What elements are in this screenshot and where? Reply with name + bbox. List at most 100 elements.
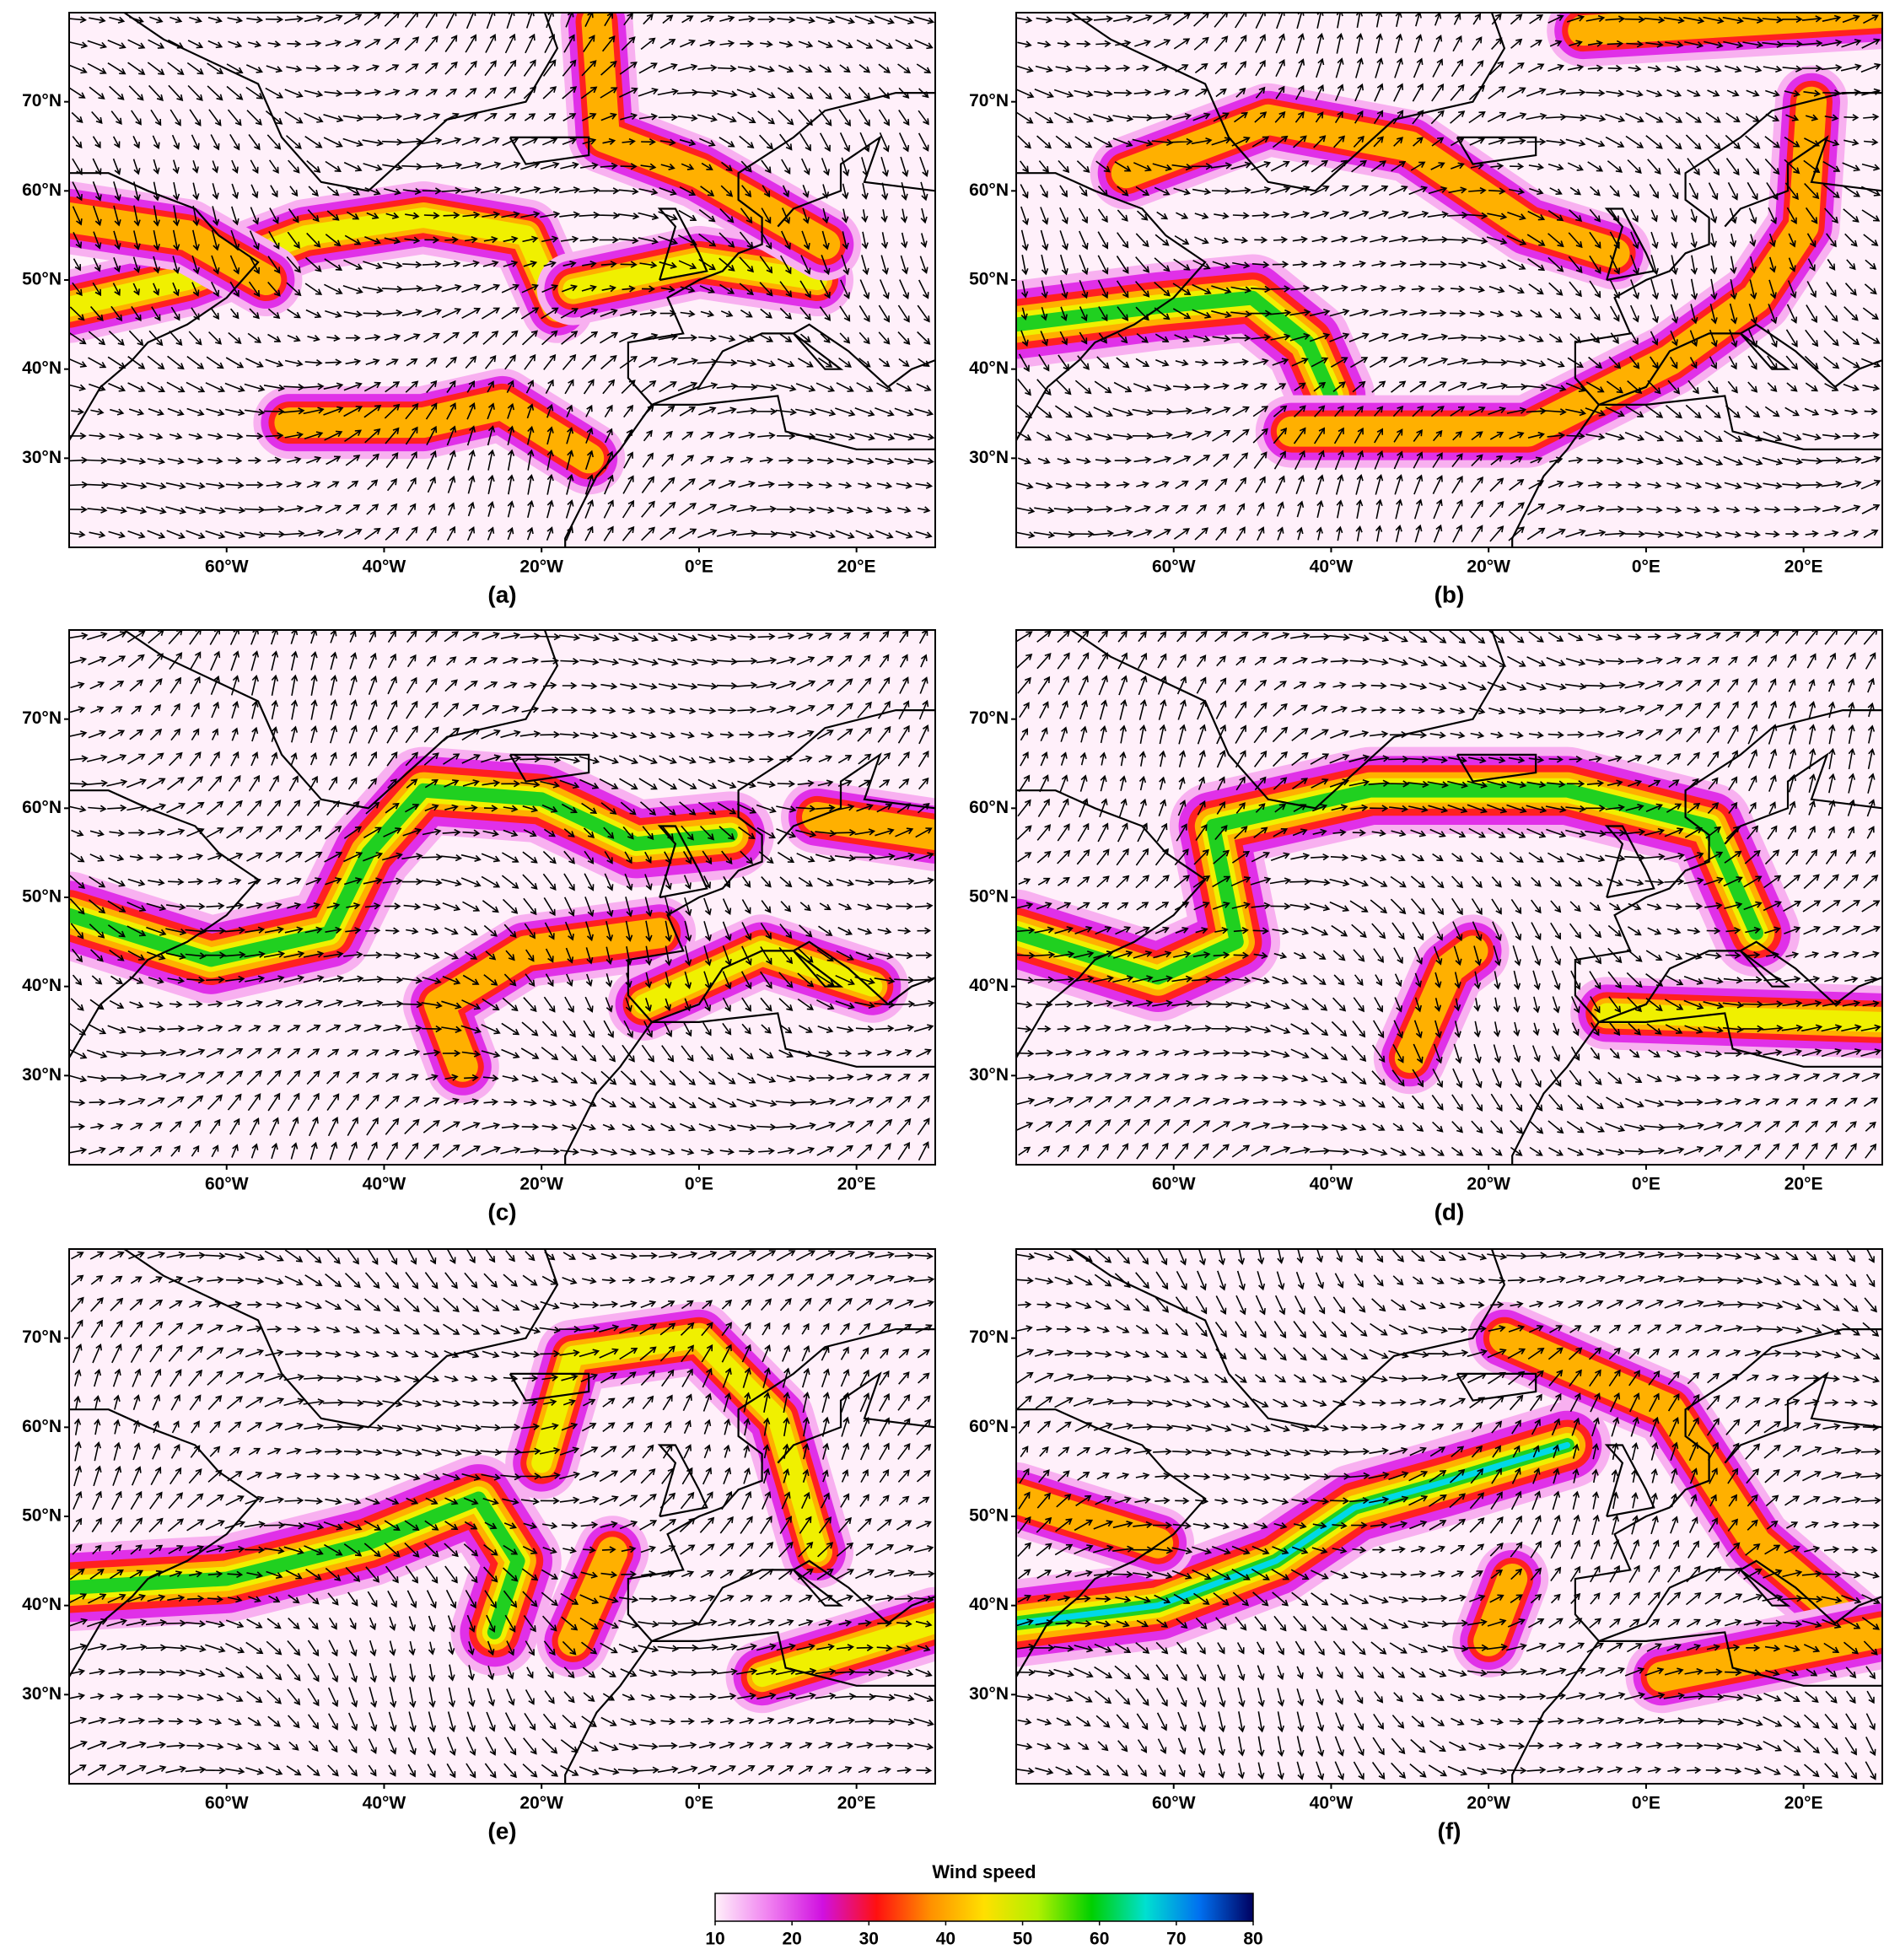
map-panel: 60°W 40°W 20°W 0°E 20°E 30°N 40°N 50°N 60°N 70°N (… bbox=[22, 12, 936, 607]
y-tick-label: 70°N bbox=[22, 708, 62, 728]
y-tick-label: 50°N bbox=[969, 1506, 1009, 1526]
coastline bbox=[1598, 1631, 1882, 1687]
y-tick-label: 40°N bbox=[969, 358, 1009, 378]
coastline bbox=[1456, 136, 1537, 165]
jet-band bbox=[562, 251, 827, 299]
wind-arrows bbox=[69, 13, 935, 541]
coastline bbox=[651, 395, 935, 450]
y-tick-label: 30°N bbox=[22, 1065, 62, 1085]
map-background bbox=[69, 630, 935, 1165]
x-tick-label: 20°W bbox=[1467, 557, 1510, 577]
x-tick-label: 40°W bbox=[1310, 557, 1354, 577]
jet-band bbox=[581, 13, 841, 260]
jet-band bbox=[802, 801, 935, 850]
y-tick-label: 40°N bbox=[22, 358, 62, 378]
colorbar-tick-label: 10 bbox=[705, 1930, 724, 1949]
y-tick-label: 60°N bbox=[22, 798, 62, 817]
coastline bbox=[657, 825, 708, 899]
x-tick-label: 60°W bbox=[1152, 1794, 1196, 1813]
map-panel: 60°W 40°W 20°W 0°E 20°E 30°N 40°N 50°N 60°N 70°N (… bbox=[969, 629, 1883, 1225]
y-tick-label: 60°N bbox=[969, 1417, 1009, 1436]
wind-arrows bbox=[1016, 1249, 1882, 1781]
coastline bbox=[1070, 1249, 1506, 1429]
map-area bbox=[69, 13, 935, 547]
x-tick-label: 40°W bbox=[363, 1175, 406, 1194]
x-tick-label: 60°W bbox=[1152, 557, 1196, 577]
coastline bbox=[1511, 1021, 1600, 1165]
y-tick-label: 70°N bbox=[969, 1327, 1009, 1347]
panel-label: (c) bbox=[487, 1198, 516, 1225]
y-tick-label: 40°N bbox=[22, 976, 62, 995]
map-panel: 60°W 40°W 20°W 0°E 20°E 30°N 40°N 50°N 60°N 70°N (… bbox=[969, 12, 1883, 607]
y-tick-label: 40°N bbox=[969, 1595, 1009, 1614]
coastline bbox=[651, 1631, 935, 1687]
colorbar-title: Wind speed bbox=[932, 1861, 1036, 1882]
y-tick-label: 50°N bbox=[969, 887, 1009, 907]
y-tick-label: 60°N bbox=[22, 180, 62, 200]
coastline bbox=[1598, 395, 1882, 450]
y-tick-label: 40°N bbox=[969, 976, 1009, 995]
coastline bbox=[1574, 1328, 1882, 1642]
x-tick-label: 20°W bbox=[519, 1794, 563, 1813]
coastline bbox=[777, 135, 935, 228]
coastline bbox=[777, 1371, 935, 1464]
coastline bbox=[1724, 752, 1882, 845]
coastline bbox=[123, 630, 559, 810]
panel-label: (a) bbox=[487, 581, 516, 607]
x-tick-label: 0°E bbox=[1632, 557, 1660, 577]
y-tick-label: 70°N bbox=[969, 91, 1009, 110]
wind-arrows bbox=[1016, 630, 1882, 1160]
x-tick-label: 0°E bbox=[685, 1175, 713, 1194]
jet-band bbox=[69, 207, 568, 317]
coastline bbox=[509, 753, 590, 783]
colorbar bbox=[714, 1893, 1254, 1922]
coastline bbox=[1016, 172, 1207, 441]
x-tick-label: 20°W bbox=[1467, 1794, 1510, 1813]
jet-band bbox=[1394, 935, 1488, 1074]
y-tick-label: 30°N bbox=[969, 1065, 1009, 1085]
coastline bbox=[69, 172, 260, 441]
y-tick-label: 70°N bbox=[22, 1327, 62, 1347]
x-tick-label: 0°E bbox=[685, 557, 713, 577]
coastline bbox=[1456, 1372, 1537, 1402]
coastline bbox=[1574, 92, 1882, 406]
map-panel: 60°W 40°W 20°W 0°E 20°E 30°N 40°N 50°N 60°N 70°N (… bbox=[969, 1248, 1883, 1844]
x-tick-label: 20°W bbox=[519, 1175, 563, 1194]
x-tick-label: 20°W bbox=[1467, 1175, 1510, 1194]
jet-band bbox=[1568, 13, 1882, 46]
x-tick-label: 60°W bbox=[205, 1794, 249, 1813]
coastline bbox=[657, 1444, 708, 1518]
x-tick-label: 20°E bbox=[1784, 1175, 1823, 1194]
y-tick-label: 30°N bbox=[22, 1684, 62, 1704]
jet-band bbox=[1016, 290, 1338, 403]
coastline bbox=[564, 404, 653, 547]
y-tick-label: 50°N bbox=[22, 887, 62, 907]
colorbar-tick-label: 60 bbox=[1090, 1930, 1109, 1949]
coastline bbox=[123, 1249, 559, 1429]
panel-label: (e) bbox=[487, 1817, 516, 1844]
x-tick-label: 60°W bbox=[1152, 1175, 1196, 1194]
coastline bbox=[564, 1021, 653, 1165]
jet-band bbox=[423, 918, 675, 1082]
map-panel: 60°W 40°W 20°W 0°E 20°E 30°N 40°N 50°N 60°N 70°N (… bbox=[22, 1248, 936, 1844]
wind-arrows bbox=[69, 630, 935, 1161]
x-tick-label: 40°W bbox=[1310, 1794, 1354, 1813]
x-tick-label: 20°E bbox=[1784, 1794, 1823, 1813]
map-area bbox=[1016, 630, 1882, 1165]
x-tick-label: 40°W bbox=[363, 1794, 406, 1813]
coastline bbox=[1511, 404, 1600, 547]
coastline bbox=[69, 1408, 260, 1677]
jet-band bbox=[557, 1537, 628, 1656]
x-tick-label: 0°E bbox=[1632, 1175, 1660, 1194]
coastline bbox=[1598, 1012, 1882, 1068]
jet-band bbox=[1016, 1441, 1571, 1627]
jet-band bbox=[274, 389, 605, 474]
coastline bbox=[1724, 1371, 1882, 1464]
jet-band bbox=[69, 202, 282, 295]
jet-band bbox=[1276, 86, 1827, 447]
y-tick-label: 60°N bbox=[22, 1417, 62, 1436]
x-tick-label: 20°E bbox=[837, 1794, 876, 1813]
coastline bbox=[657, 207, 708, 282]
y-tick-label: 30°N bbox=[22, 448, 62, 467]
